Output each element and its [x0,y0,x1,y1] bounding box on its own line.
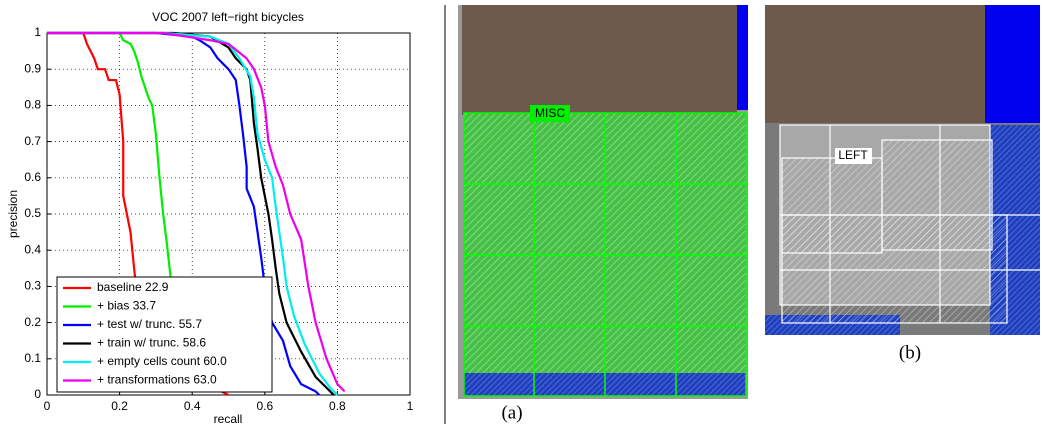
legend-label: baseline 22.9 [97,280,169,294]
y-tick-label: 0.3 [24,279,41,293]
panel-a: MISC (a) [458,5,748,423]
x-tick-label: 0.2 [111,399,128,413]
caption: (b) [899,342,921,363]
x-tick-label: 0.4 [184,399,201,413]
caption: (a) [501,402,522,423]
y-tick-label: 0.7 [24,134,41,148]
panel-b: LEFT (b) [765,5,1040,363]
y-tick-label: 0.9 [24,61,41,75]
legend-label: + train w/ trunc. 58.6 [97,336,206,350]
y-tick-label: 0.6 [24,170,41,184]
chart-title: VOC 2007 left−right bicycles [152,10,304,24]
legend-label: + test w/ trunc. 55.7 [97,317,202,331]
photo-top [765,5,985,123]
tag: LEFT [838,148,868,162]
page: VOC 2007 left−right bicycles recall prec… [0,0,1042,429]
bg-strip [737,5,748,110]
y-tick-label: 0.5 [24,206,41,220]
y-tick-label: 0.1 [24,351,41,365]
x-tick-label: 1 [407,399,414,413]
photo-top [462,5,737,115]
legend-label: + empty cells count 60.0 [97,354,227,368]
y-tick-label: 0 [34,387,41,401]
x-tick-label: 0.6 [256,399,273,413]
x-tick-label: 0 [44,399,51,413]
legend-label: + bias 33.7 [97,299,156,313]
tag: MISC [535,106,565,120]
y-tick-label: 0.8 [24,98,41,112]
figure: VOC 2007 left−right bicycles recall prec… [0,0,1042,429]
bg-strip [985,5,1040,123]
y-axis-label: precision [6,190,20,238]
x-tick-label: 0.8 [329,399,346,413]
y-tick-label: 1 [34,25,41,39]
y-tick-label: 0.4 [24,242,41,256]
x-axis-label: recall [214,412,243,426]
legend-label: + transformations 63.0 [97,373,217,387]
y-tick-label: 0.2 [24,315,41,329]
